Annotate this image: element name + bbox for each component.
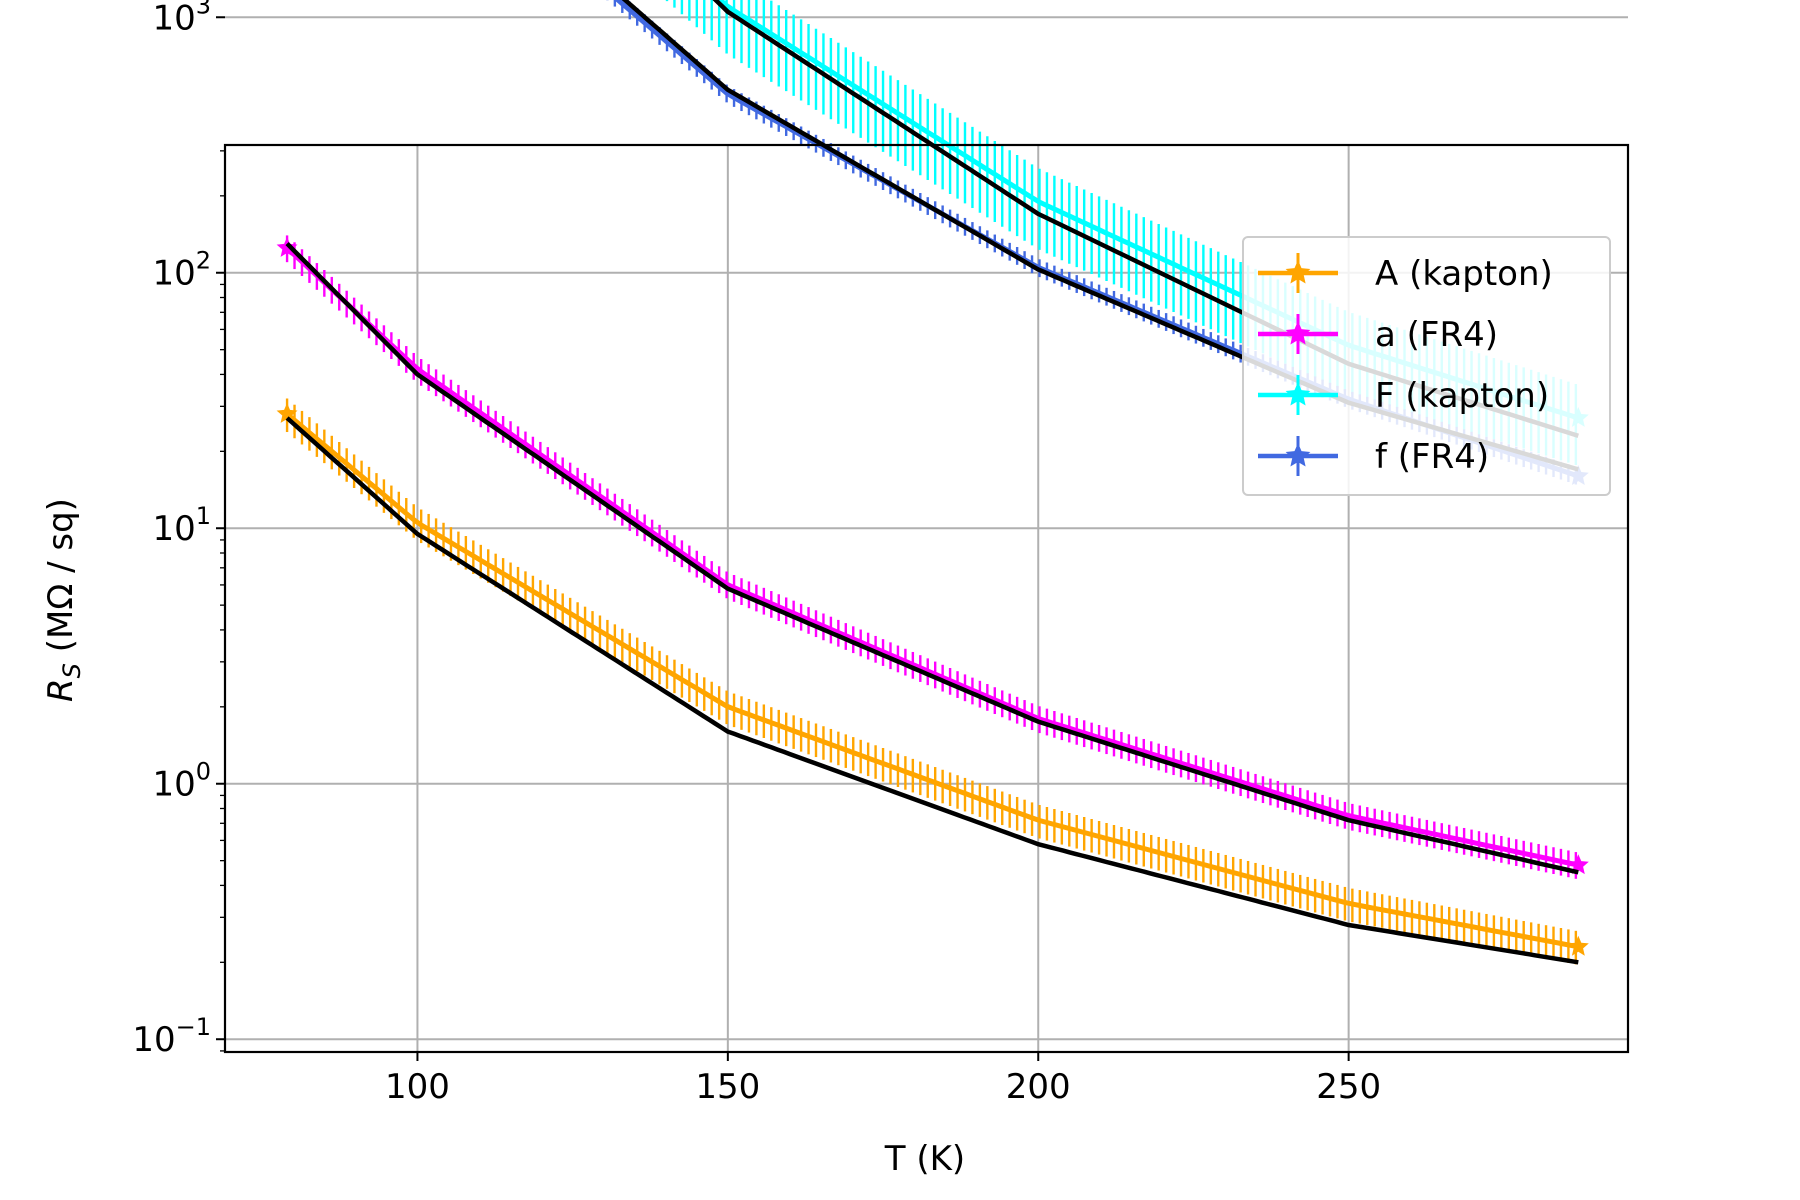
- fit-line-0: [285, 416, 1579, 965]
- legend-item-3: f (FR4): [1258, 436, 1489, 477]
- legend-label: a (FR4): [1375, 315, 1498, 355]
- x-tick-label: 150: [695, 1067, 760, 1107]
- legend-item-0: A (kapton): [1258, 253, 1553, 294]
- y-tick-label: 102: [152, 247, 211, 294]
- legend-label: F (kapton): [1375, 376, 1549, 416]
- x-axis-title: T (K): [884, 1139, 965, 1179]
- legend-swatch-marker: [1285, 443, 1311, 467]
- series-line-0: [285, 412, 1577, 949]
- series-marker: [276, 403, 298, 423]
- y-tick-label: 10−1: [132, 1013, 211, 1060]
- y-tick-label: 103: [152, 0, 211, 38]
- legend-swatch-marker: [1285, 260, 1311, 284]
- grid: [225, 16, 1628, 1052]
- legend: A (kapton) a (FR4) F (kapton) f (FR4): [1242, 236, 1611, 496]
- y-axis-title: RS (MΩ / sq): [41, 498, 86, 702]
- series-line-1: [285, 246, 1577, 868]
- legend-item-1: a (FR4): [1258, 314, 1498, 355]
- x-tick-label: 200: [1006, 1067, 1071, 1107]
- legend-label: f (FR4): [1375, 437, 1489, 477]
- y-tick-label: 101: [152, 502, 211, 549]
- legend-box: [1242, 236, 1611, 496]
- legend-item-2: F (kapton): [1258, 375, 1549, 416]
- y-axis-title-sub: S: [58, 663, 86, 678]
- legend-label: A (kapton): [1375, 254, 1553, 294]
- ticks: [216, 16, 1350, 1061]
- plot-frame: [223, 143, 1630, 1054]
- y-axis-title-main: R: [41, 678, 81, 702]
- fit-line-1: [285, 242, 1579, 875]
- y-axis-title-rest: (MΩ / sq): [41, 498, 81, 663]
- y-tick-label: 100: [152, 758, 211, 805]
- legend-swatch-marker: [1285, 382, 1311, 406]
- legend-swatch-marker: [1285, 321, 1311, 345]
- x-tick-label: 100: [385, 1067, 450, 1107]
- series-marker: [1567, 935, 1589, 956]
- x-tick-label: 250: [1316, 1067, 1381, 1107]
